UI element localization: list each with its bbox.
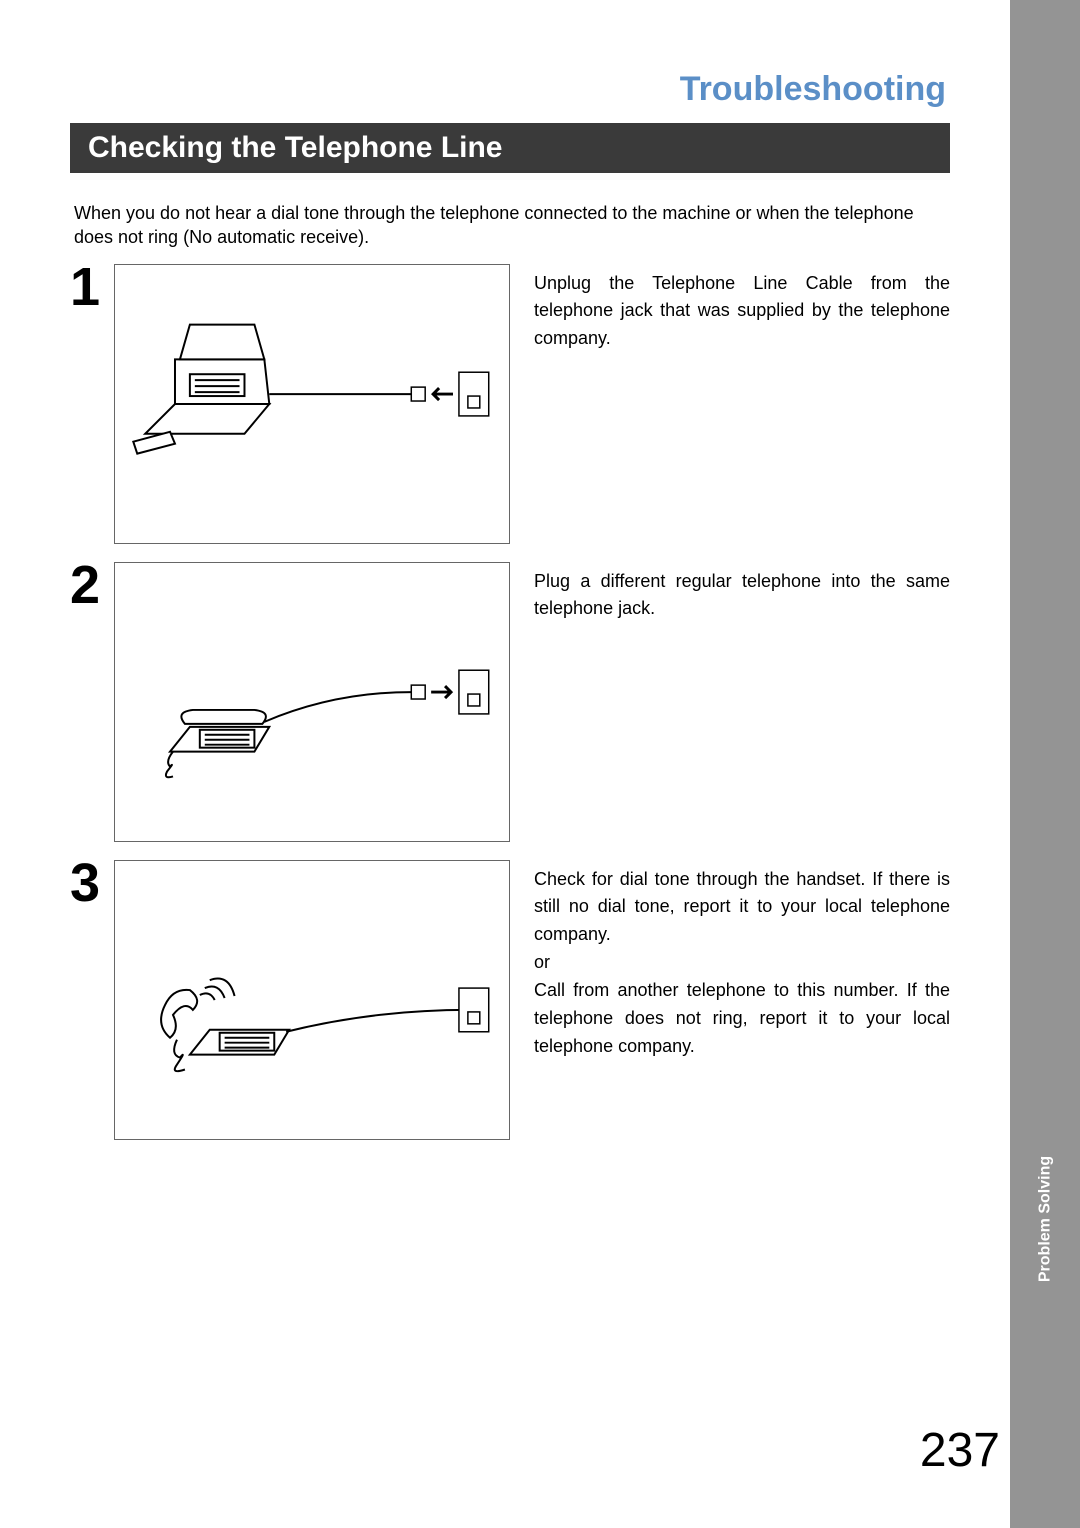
section-title-bar: Checking the Telephone Line	[70, 123, 950, 173]
sidebar-tab-strip: Problem Solving	[1010, 0, 1080, 1528]
step-item: 2	[70, 562, 950, 842]
page-content: Troubleshooting Checking the Telephone L…	[0, 0, 1010, 1198]
step-body: Unplug the Telephone Line Cable from the…	[114, 264, 950, 544]
step-figure	[114, 562, 510, 842]
step-body: Plug a different regular telephone into …	[114, 562, 950, 842]
sidebar-tab-label: Problem Solving	[1036, 1156, 1054, 1282]
intro-paragraph: When you do not hear a dial tone through…	[70, 201, 950, 250]
step-instruction: Check for dial tone through the handset.…	[534, 860, 950, 1140]
step-instruction: Unplug the Telephone Line Cable from the…	[534, 264, 950, 544]
step-figure	[114, 264, 510, 544]
fax-unplug-diagram-icon	[115, 265, 509, 543]
step-number: 3	[70, 856, 114, 910]
page-number: 237	[920, 1423, 1000, 1478]
step-body: Check for dial tone through the handset.…	[114, 860, 950, 1140]
step-item: 1	[70, 264, 950, 544]
step-number: 2	[70, 558, 114, 612]
phone-plug-diagram-icon	[115, 563, 509, 841]
step-item: 3	[70, 860, 950, 1140]
steps-list: 1	[70, 264, 950, 1140]
phone-dialtone-diagram-icon	[115, 861, 509, 1139]
step-instruction: Plug a different regular telephone into …	[534, 562, 950, 842]
step-figure	[114, 860, 510, 1140]
breadcrumb: Troubleshooting	[70, 70, 950, 109]
step-number: 1	[70, 260, 114, 314]
